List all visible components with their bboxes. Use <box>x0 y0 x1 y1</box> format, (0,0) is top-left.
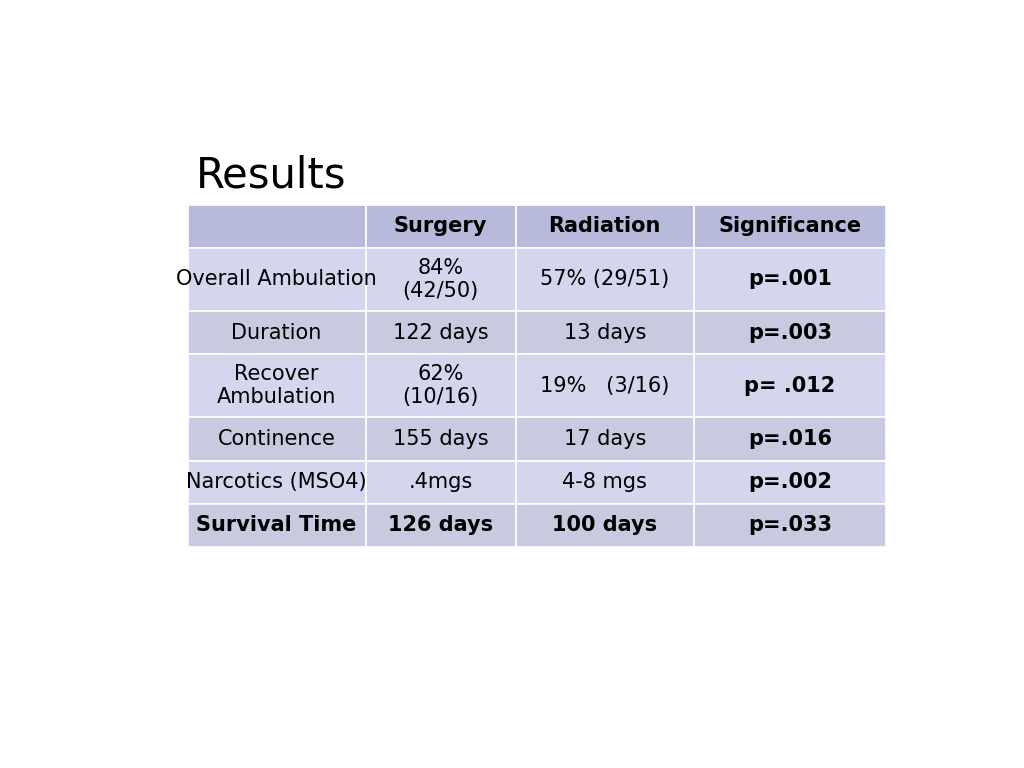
Text: p=.002: p=.002 <box>748 472 831 492</box>
Bar <box>516 354 694 417</box>
Text: Significance: Significance <box>718 216 861 236</box>
Text: 57% (29/51): 57% (29/51) <box>541 270 670 290</box>
Text: Overall Ambulation: Overall Ambulation <box>176 270 377 290</box>
Bar <box>366 504 516 547</box>
Text: p=.016: p=.016 <box>748 429 831 449</box>
Bar <box>366 248 516 311</box>
Bar <box>366 204 516 248</box>
Text: Survival Time: Survival Time <box>197 515 356 535</box>
Bar <box>516 248 694 311</box>
Text: 19%   (3/16): 19% (3/16) <box>540 376 670 396</box>
Text: Duration: Duration <box>231 323 322 343</box>
Bar <box>516 311 694 354</box>
Text: 17 days: 17 days <box>563 429 646 449</box>
Bar <box>694 248 886 311</box>
Bar <box>187 248 366 311</box>
Text: 155 days: 155 days <box>393 429 488 449</box>
Bar <box>694 417 886 461</box>
Text: 84%
(42/50): 84% (42/50) <box>402 258 479 301</box>
Text: p=.033: p=.033 <box>748 515 831 535</box>
Bar <box>366 461 516 504</box>
Bar <box>187 204 366 248</box>
Bar <box>366 417 516 461</box>
Bar <box>516 504 694 547</box>
Text: p= .012: p= .012 <box>744 376 836 396</box>
Bar <box>187 504 366 547</box>
Text: 100 days: 100 days <box>552 515 657 535</box>
Bar <box>694 311 886 354</box>
Bar <box>187 311 366 354</box>
Text: 126 days: 126 days <box>388 515 494 535</box>
Bar <box>694 504 886 547</box>
Text: Results: Results <box>196 154 346 197</box>
Text: Recover
Ambulation: Recover Ambulation <box>217 364 336 407</box>
Text: 4-8 mgs: 4-8 mgs <box>562 472 647 492</box>
Text: 13 days: 13 days <box>563 323 646 343</box>
Bar <box>694 204 886 248</box>
Text: Surgery: Surgery <box>394 216 487 236</box>
Bar <box>366 354 516 417</box>
Bar <box>516 461 694 504</box>
Text: 122 days: 122 days <box>393 323 488 343</box>
Text: 62%
(10/16): 62% (10/16) <box>402 364 479 407</box>
Bar <box>516 417 694 461</box>
Bar <box>187 354 366 417</box>
Text: Radiation: Radiation <box>549 216 660 236</box>
Text: .4mgs: .4mgs <box>409 472 473 492</box>
Bar <box>694 461 886 504</box>
Text: p=.001: p=.001 <box>748 270 831 290</box>
Bar <box>516 204 694 248</box>
Text: Narcotics (MSO4): Narcotics (MSO4) <box>186 472 367 492</box>
Bar <box>366 311 516 354</box>
Bar <box>187 417 366 461</box>
Text: Continence: Continence <box>218 429 336 449</box>
Text: p=.003: p=.003 <box>748 323 831 343</box>
Bar <box>187 461 366 504</box>
Bar <box>694 354 886 417</box>
